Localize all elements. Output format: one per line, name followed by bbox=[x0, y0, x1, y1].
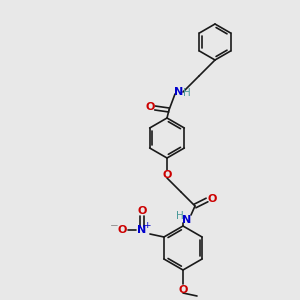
Text: N: N bbox=[137, 225, 147, 235]
Text: O: O bbox=[207, 194, 217, 204]
Text: O: O bbox=[117, 225, 127, 235]
Text: N: N bbox=[182, 215, 192, 225]
Text: H: H bbox=[176, 211, 184, 221]
Text: O: O bbox=[162, 170, 172, 180]
Text: O: O bbox=[137, 206, 147, 216]
Text: O: O bbox=[145, 102, 155, 112]
Text: −: − bbox=[110, 221, 118, 231]
Text: +: + bbox=[143, 221, 151, 230]
Text: O: O bbox=[178, 285, 188, 295]
Text: H: H bbox=[183, 88, 191, 98]
Text: N: N bbox=[174, 87, 184, 97]
